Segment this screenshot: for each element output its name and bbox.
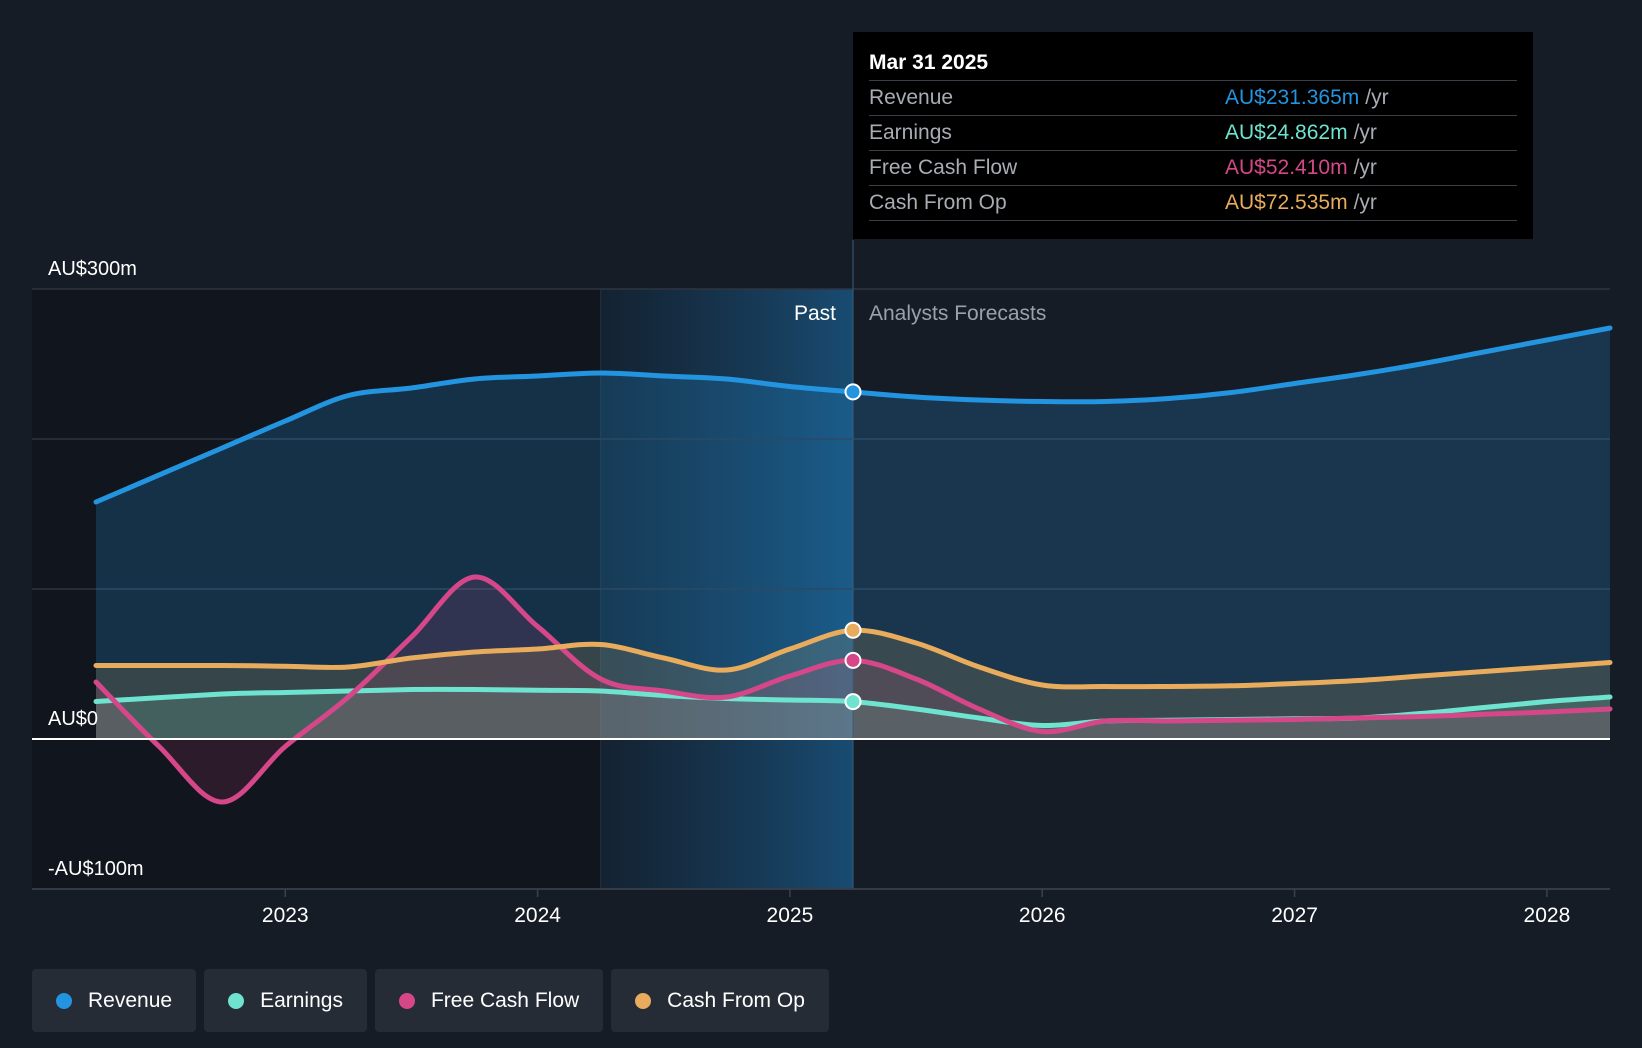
- legend-revenue-button[interactable]: Revenue: [32, 969, 197, 1032]
- earnings-marker: [844, 693, 862, 711]
- legend-dot-icon: [398, 992, 415, 1009]
- free-cash-flow-line: [93, 574, 1613, 805]
- legend-label: Cash From Op: [667, 988, 805, 1012]
- y-tick-label: -AU$100m: [48, 858, 144, 880]
- tooltip-row: Free Cash Flow AU$52.410m/yr: [869, 151, 1517, 186]
- free-cash-flow-marker: [844, 651, 862, 669]
- legend-earnings-button[interactable]: Earnings: [204, 969, 367, 1032]
- tooltip: Mar 31 2025 Revenue AU$231.365m/yr Earning…: [853, 32, 1533, 239]
- x-axis: 2023 2024 2025 2026 2027 2028: [32, 888, 1610, 927]
- y-axis: AU$300m AU$0 -AU$100m: [48, 258, 144, 880]
- y-tick-label: AU$300m: [48, 258, 137, 280]
- revenue-marker: [844, 383, 862, 401]
- cash-from-op-marker: [844, 621, 862, 639]
- x-tick-label: 2028: [1524, 904, 1571, 927]
- tooltip-value: AU$52.410m: [1225, 156, 1348, 179]
- tooltip-value: AU$72.535m: [1225, 191, 1348, 214]
- cash-from-op-line: [93, 627, 1613, 690]
- legend-dot-icon: [228, 992, 245, 1009]
- legend: Revenue Earnings Free Cash Flow Cash From O…: [32, 969, 829, 1032]
- tooltip-row: Revenue AU$231.365m/yr: [869, 81, 1517, 116]
- tooltip-date: Mar 31 2025: [869, 46, 1517, 81]
- tooltip-row: Earnings AU$24.862m/yr: [869, 116, 1517, 151]
- tooltip-unit: /yr: [1365, 86, 1389, 109]
- hover-markers: [844, 383, 862, 711]
- x-tick-label: 2026: [1019, 904, 1066, 927]
- legend-cash-from-op-button[interactable]: Cash From Op: [611, 969, 829, 1032]
- legend-label: Earnings: [260, 988, 343, 1012]
- revenue-line: [93, 325, 1613, 505]
- past-label: Past: [794, 302, 836, 325]
- tooltip-label: Free Cash Flow: [869, 156, 1018, 179]
- legend-label: Revenue: [88, 988, 173, 1012]
- legend-label: Free Cash Flow: [430, 988, 580, 1012]
- tooltip-label: Revenue: [869, 86, 954, 109]
- tooltip-label: Cash From Op: [869, 191, 1007, 214]
- legend-dot-icon: [635, 992, 652, 1009]
- chart: AU$300m AU$0 -AU$100m 2023 2024 2025 2026 2027…: [32, 240, 1613, 927]
- series-lines: [93, 325, 1613, 805]
- legend-dot-icon: [56, 992, 72, 1009]
- x-tick-label: 2023: [262, 904, 309, 927]
- x-tick-label: 2025: [767, 904, 814, 927]
- x-tick-label: 2024: [514, 904, 561, 927]
- tooltip-unit: /yr: [1353, 191, 1377, 214]
- tooltip-unit: /yr: [1353, 156, 1377, 179]
- forecast-label: Analysts Forecasts: [869, 302, 1046, 325]
- tooltip-value: AU$231.365m: [1225, 86, 1360, 109]
- tooltip-row: Cash From Op AU$72.535m/yr: [869, 186, 1517, 221]
- tooltip-value: AU$24.862m: [1225, 121, 1348, 144]
- tooltip-label: Earnings: [869, 121, 952, 144]
- y-tick-label: AU$0: [48, 708, 98, 730]
- x-tick-label: 2027: [1271, 904, 1318, 927]
- legend-free-cash-flow-button[interactable]: Free Cash Flow: [374, 969, 604, 1032]
- tooltip-unit: /yr: [1353, 121, 1377, 144]
